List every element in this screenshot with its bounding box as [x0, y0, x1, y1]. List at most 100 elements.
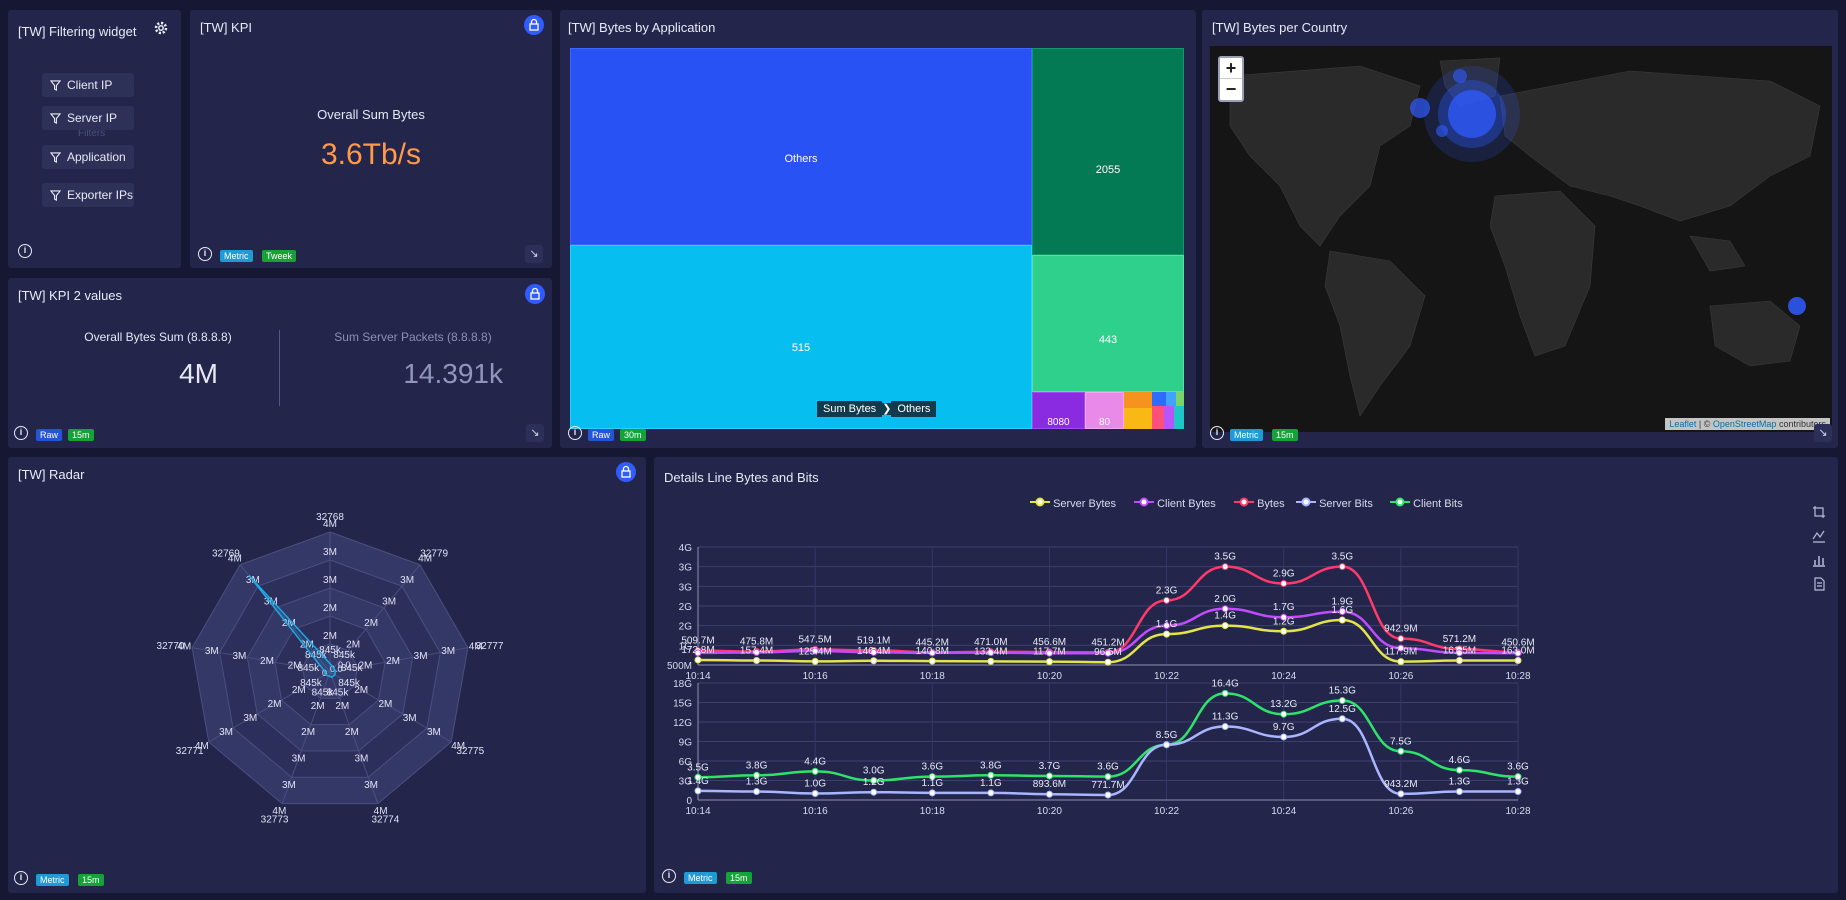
treemap-cell-small[interactable] [1124, 392, 1152, 408]
line-chart-icon[interactable] [1812, 529, 1826, 543]
lock-icon[interactable] [525, 284, 545, 304]
legend-item-bytes[interactable]: Bytes [1234, 497, 1285, 510]
y-tick-label: 3G [679, 777, 693, 788]
data-point [870, 777, 878, 784]
radar-ring-label: 845k [327, 688, 350, 699]
data-label: 163.0M [1501, 646, 1534, 657]
legend-item-client-bytes[interactable]: Client Bytes [1134, 497, 1216, 510]
radar-ring-label: 845k [305, 650, 328, 661]
info-icon[interactable]: i [14, 871, 28, 885]
bar-chart-icon[interactable] [1812, 553, 1826, 567]
treemap-cell-small[interactable] [1174, 406, 1184, 429]
details-title: Details Line Bytes and Bits [664, 470, 819, 485]
treemap-cell-label: 2055 [1095, 164, 1121, 176]
timeframe-badge: 15m [68, 429, 94, 441]
kpi-value: 3.6Tb/s [320, 138, 422, 171]
treemap-cell-label: 80 [1098, 417, 1111, 428]
x-tick-label: 10:26 [1388, 671, 1413, 682]
data-label: 96.5M [1094, 647, 1122, 658]
land-south-america [1324, 250, 1426, 417]
data-point [987, 657, 995, 665]
filter-application-button[interactable]: Application [42, 145, 134, 169]
data-point [1514, 649, 1522, 657]
treemap-cell-515[interactable]: 515 [570, 245, 1032, 429]
data-point [753, 657, 761, 665]
filter-server-ip-button[interactable]: Server IP [42, 106, 134, 130]
info-icon[interactable]: i [662, 869, 676, 883]
radar-center-label: 0.0 [330, 664, 343, 674]
treemap-cell-small[interactable] [1166, 392, 1176, 406]
data-point [1455, 766, 1463, 774]
info-icon[interactable]: i [18, 244, 32, 258]
legend-item-server-bits[interactable]: Server Bits [1296, 497, 1373, 510]
zoom-in-button[interactable]: + [1220, 58, 1242, 79]
radar-ring-label: 3M [282, 780, 296, 791]
radar-ring-label: 3M [323, 575, 337, 586]
data-point [1397, 644, 1405, 652]
data-point [928, 789, 936, 797]
data-point [870, 657, 878, 665]
zoom-out-button[interactable]: − [1225, 79, 1237, 99]
treemap-cell-443[interactable]: 443 [1032, 255, 1184, 392]
info-icon[interactable]: i [568, 426, 582, 440]
data-point [1455, 649, 1463, 657]
radar-series [248, 574, 337, 679]
data-point [928, 657, 936, 665]
treemap-cell-small[interactable] [1152, 392, 1166, 406]
data-point [1104, 649, 1112, 657]
data-point [1104, 658, 1112, 666]
breadcrumb-item[interactable]: Sum Bytes [817, 401, 883, 417]
data-label: 3.0G [863, 766, 885, 777]
data-label: 4.4G [804, 756, 826, 767]
treemap-cell-label: Others [784, 153, 818, 165]
data-point [1514, 773, 1522, 781]
data-label: 445.2M [916, 637, 949, 648]
info-icon[interactable]: i [1210, 426, 1224, 440]
treemap-cell-8080[interactable]: 8080 [1032, 392, 1085, 429]
treemap-cell-2055[interactable]: 2055 [1032, 48, 1184, 255]
lock-icon[interactable] [616, 462, 636, 482]
data-label: 1.3G [746, 777, 768, 788]
filter-widget-title: [TW] Filtering widget [18, 24, 137, 39]
data-label: 3.5G [1331, 552, 1353, 563]
radar-spoke [281, 671, 331, 804]
info-icon[interactable]: i [14, 426, 28, 440]
breadcrumb-item[interactable]: Others [891, 401, 937, 417]
metric-badge: Metric [36, 874, 69, 886]
treemap-cell-small[interactable] [1124, 408, 1152, 429]
treemap-cell-others[interactable]: Others [570, 48, 1032, 245]
lock-icon[interactable] [524, 15, 544, 35]
treemap-cell-small[interactable] [1176, 392, 1184, 406]
data-label: 1.1G [1156, 619, 1178, 630]
data-point [1045, 790, 1053, 798]
map-canvas[interactable]: + − Leaflet | © OpenStreetMap contributo… [1210, 46, 1832, 432]
download-icon[interactable]: ↘ [1814, 424, 1832, 442]
filter-client-ip-button[interactable]: Client IP [42, 73, 134, 97]
filter-widget-panel: [TW] Filtering widget Filters Client IP … [8, 10, 181, 268]
zoom-select-icon[interactable] [1812, 505, 1826, 519]
info-icon[interactable]: i [198, 247, 212, 261]
legend-item-server-bytes[interactable]: Server Bytes [1030, 497, 1116, 510]
filter-exporter-ips-button[interactable]: Exporter IPs [42, 183, 134, 207]
attribution-leaflet-link[interactable]: Leaflet [1669, 419, 1697, 429]
data-label: 13.2G [1270, 699, 1297, 710]
download-icon[interactable]: ↘ [525, 245, 543, 263]
radar-ring-label: 2M [358, 661, 372, 672]
y-tick-label: 18G [673, 679, 692, 690]
data-point [1338, 697, 1346, 705]
data-point [1163, 741, 1171, 749]
data-label: 2.3G [1156, 585, 1178, 596]
radar-ring-label: 2M [292, 685, 306, 696]
data-view-icon[interactable] [1812, 577, 1826, 591]
treemap-small-cells [1124, 392, 1184, 429]
y-tick-label: 2G [679, 622, 693, 633]
kpi2-right-label: Sum Server Packets (8.8.8.8) [334, 330, 492, 344]
radar-spoke [208, 671, 331, 743]
download-icon[interactable]: ↘ [526, 424, 544, 442]
treemap-cell-small[interactable] [1152, 406, 1164, 429]
attribution-osm-link[interactable]: OpenStreetMap [1712, 419, 1777, 429]
legend-item-client-bits[interactable]: Client Bits [1390, 497, 1463, 510]
gear-icon[interactable] [153, 20, 169, 36]
treemap-cell-small[interactable] [1164, 406, 1174, 429]
treemap-cell-80[interactable]: 80 [1085, 392, 1124, 429]
